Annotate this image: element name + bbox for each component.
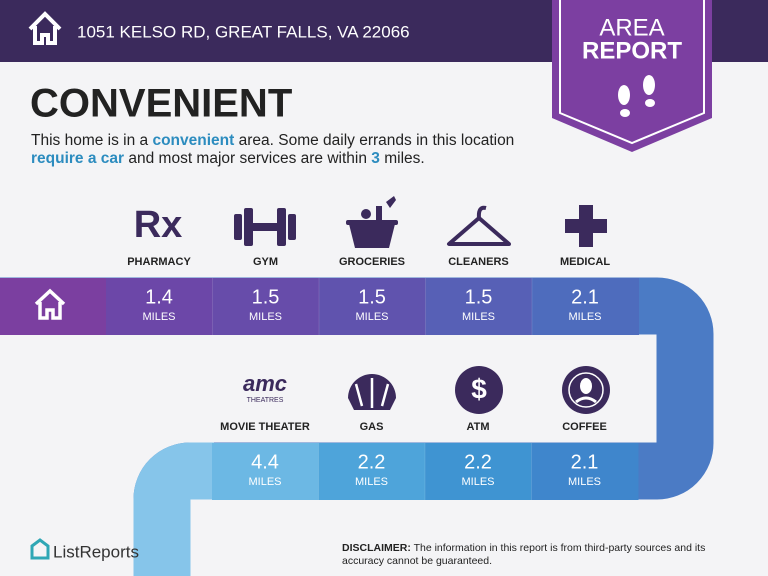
value: 1.5 bbox=[465, 286, 493, 308]
value: 1.4 bbox=[145, 286, 173, 308]
description: This home is in a convenient area. Some … bbox=[31, 132, 521, 168]
place-label: MEDICAL bbox=[560, 256, 610, 268]
badge-line2: REPORT bbox=[582, 37, 682, 64]
place-label: GAS bbox=[360, 421, 384, 433]
unit: MILES bbox=[355, 311, 388, 323]
brand-logo bbox=[30, 538, 50, 560]
gym-icon bbox=[234, 208, 296, 246]
place-label: MOVIE THEATER bbox=[220, 421, 310, 433]
cell bbox=[318, 443, 426, 500]
value: 2.1 bbox=[571, 286, 599, 308]
highlight: require a car bbox=[31, 150, 125, 167]
labels: 1.4 MILES PHARMACY 1.5 MILES GYM 1.5 MILES GROCE… bbox=[127, 256, 610, 488]
unit: MILES bbox=[568, 311, 601, 323]
unit: MILES bbox=[249, 311, 282, 323]
text: area. Some daily errands in this locatio… bbox=[234, 132, 515, 149]
cell bbox=[532, 278, 639, 335]
disclaimer: DISCLAIMER: The information in this repo… bbox=[342, 542, 742, 568]
disclaimer-text: The information in this report is from t… bbox=[342, 542, 706, 567]
highlight: 3 bbox=[371, 150, 380, 167]
value: 2.2 bbox=[358, 451, 386, 473]
text: and most major services are within bbox=[124, 150, 372, 167]
route-start bbox=[133, 442, 214, 576]
medical-icon bbox=[565, 205, 607, 247]
value: 4.4 bbox=[251, 451, 279, 473]
home-icon bbox=[28, 11, 62, 45]
disclaimer-label: DISCLAIMER: bbox=[342, 542, 411, 554]
cell bbox=[106, 278, 213, 335]
groceries-icon bbox=[346, 196, 398, 248]
highlight: convenient bbox=[152, 132, 235, 149]
gas-icon bbox=[348, 374, 396, 410]
pharmacy-icon: Rx bbox=[134, 204, 183, 246]
unit: MILES bbox=[142, 311, 175, 323]
unit: MILES bbox=[462, 311, 495, 323]
value: 2.2 bbox=[464, 451, 492, 473]
home-marker bbox=[34, 288, 66, 320]
route bbox=[0, 277, 714, 576]
cells bbox=[0, 278, 639, 500]
cell bbox=[425, 443, 532, 500]
value: 2.1 bbox=[571, 451, 599, 473]
text: miles. bbox=[379, 150, 425, 167]
place-label: CLEANERS bbox=[448, 256, 509, 268]
text: This home is in a bbox=[31, 132, 153, 149]
place-label: PHARMACY bbox=[127, 256, 191, 268]
atm-symbol: $ bbox=[471, 373, 487, 404]
unit: MILES bbox=[355, 476, 388, 488]
place-label: ATM bbox=[466, 421, 489, 433]
place-label: COFFEE bbox=[562, 421, 607, 433]
cell bbox=[212, 278, 320, 335]
brand: ListReports bbox=[53, 542, 139, 561]
badge bbox=[552, 0, 712, 152]
cleaners-icon bbox=[447, 205, 511, 246]
footprints bbox=[618, 75, 655, 117]
value: 1.5 bbox=[252, 286, 280, 308]
place-label: GROCERIES bbox=[339, 256, 405, 268]
home-cell bbox=[0, 278, 106, 335]
value: 1.5 bbox=[358, 286, 386, 308]
badge-line1: AREA bbox=[599, 14, 664, 41]
title: CONVENIENT bbox=[30, 82, 292, 126]
movie-logo: amc bbox=[243, 371, 287, 396]
badge-border bbox=[559, 0, 705, 145]
place-label: GYM bbox=[253, 256, 278, 268]
cell bbox=[319, 278, 426, 335]
unit: MILES bbox=[568, 476, 601, 488]
movie-sub: THEATRES bbox=[247, 397, 284, 404]
cell bbox=[531, 443, 639, 500]
cell bbox=[425, 278, 533, 335]
coffee-icon bbox=[562, 366, 610, 414]
unit: MILES bbox=[461, 476, 494, 488]
icons: Rx amc THEATRES $ bbox=[134, 196, 610, 414]
address: 1051 KELSO RD, GREAT FALLS, VA 22066 bbox=[77, 22, 410, 41]
cell bbox=[212, 443, 319, 500]
atm-icon bbox=[455, 366, 503, 414]
unit: MILES bbox=[248, 476, 281, 488]
